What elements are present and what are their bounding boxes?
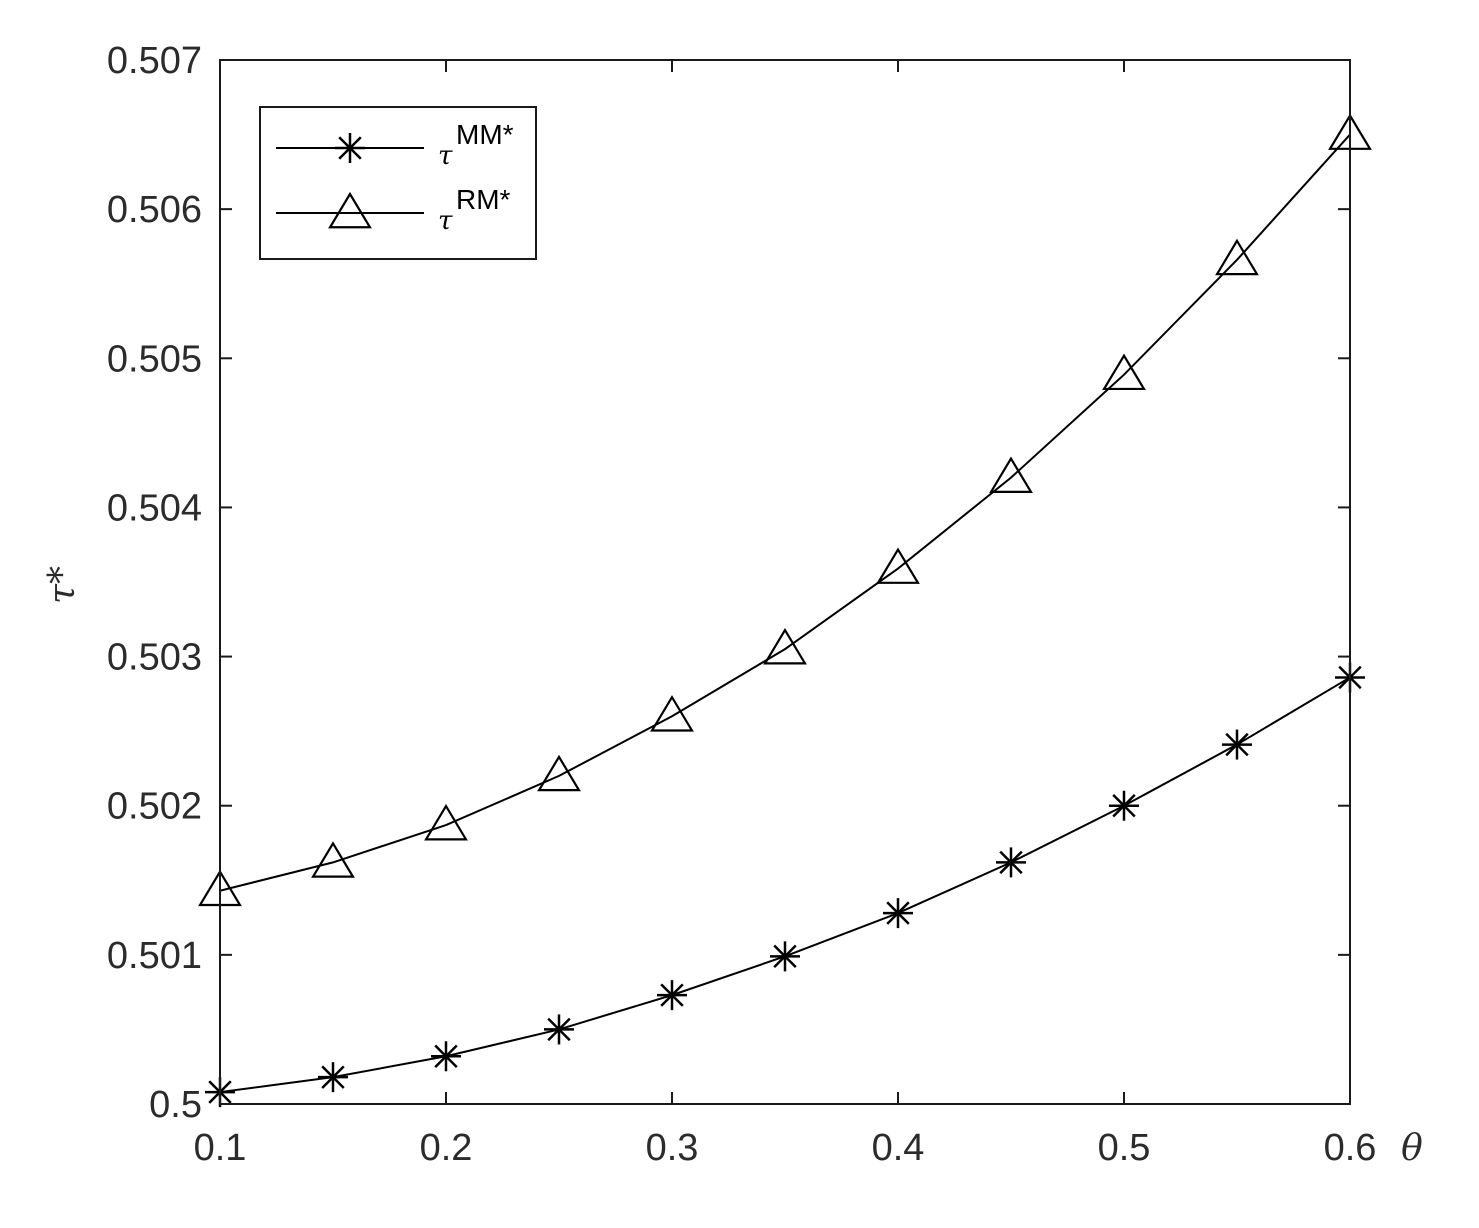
series-rm-point: [876, 547, 920, 584]
y-tick-label: 0.501: [107, 935, 202, 977]
series-mm-point: [1222, 729, 1252, 760]
marker-stroke: [660, 983, 684, 1007]
y-tick-label: 0.506: [107, 189, 202, 231]
series-rm-point: [1102, 353, 1146, 391]
y-tick-label: 0.505: [107, 338, 202, 380]
legend-label-sup: RM*: [456, 184, 511, 215]
legend-label-base: τ: [438, 141, 453, 171]
marker-stroke: [773, 944, 797, 969]
series-rm-point: [311, 841, 355, 878]
x-tick-label: 0.4: [872, 1127, 925, 1169]
series-mm-point: [431, 1041, 461, 1072]
x-tick-label: 0.2: [420, 1127, 473, 1169]
series-rm-point: [650, 695, 694, 732]
series-mm-line: [219, 676, 1351, 1094]
series-mm-point: [996, 847, 1026, 878]
series-mm-point: [770, 941, 800, 972]
marker-stroke: [338, 136, 362, 160]
x-tick-label: 0.3: [646, 1127, 699, 1169]
series-rm-point: [537, 754, 581, 792]
legend-box: [259, 106, 537, 260]
x-axis-label: θ: [1401, 1128, 1423, 1169]
y-tick-label: 0.5: [149, 1084, 202, 1126]
series-rm-point: [989, 456, 1033, 493]
legend-label-sup: MM*: [456, 119, 514, 150]
series-mm-point: [544, 1014, 574, 1045]
legend-item-mm: τMM*: [276, 119, 514, 171]
legend: τMM*τRM*: [259, 106, 537, 260]
y-tick-label: 0.504: [107, 487, 202, 529]
y-tick-label: 0.503: [107, 637, 202, 679]
legend-item-rm: τRM*: [276, 184, 511, 236]
y-axis: 0.5 0.501 0.502 0.503 0.504 0.505 0.506 0.507: [107, 40, 1350, 1126]
series-mm-point: [318, 1062, 348, 1093]
legend-marker-asterisk: [335, 133, 365, 163]
series-rm-point: [1215, 238, 1259, 276]
series-rm-line: [219, 133, 1351, 892]
legend-marker-triangle: [328, 191, 372, 229]
x-tick-label: 0.5: [1098, 1127, 1151, 1169]
y-tick-label: 0.502: [107, 786, 202, 828]
y-tick-label: 0.507: [107, 40, 202, 82]
x-tick-label: 0.6: [1324, 1127, 1377, 1169]
y-axis-label: τ*: [42, 566, 83, 604]
series-layer: [198, 113, 1372, 1108]
legend-label-base: τ: [438, 206, 453, 236]
marker-stroke: [886, 901, 910, 925]
series-rm-point: [424, 803, 468, 841]
x-tick-label: 0.1: [194, 1127, 247, 1169]
series-rm-point: [763, 627, 807, 665]
marker-stroke: [321, 1065, 345, 1089]
marker-stroke: [1225, 732, 1249, 757]
marker-stroke: [547, 1017, 571, 1042]
x-axis: 0.1 0.2 0.3 0.4 0.5 0.6: [194, 60, 1377, 1169]
series-mm-point: [883, 898, 913, 929]
series-mm-point: [1109, 790, 1139, 821]
marker-stroke: [434, 1044, 458, 1068]
marker-stroke: [999, 850, 1023, 875]
series-mm-point: [657, 980, 687, 1011]
axes-box: [219, 59, 1351, 1105]
marker-stroke: [1112, 794, 1136, 818]
